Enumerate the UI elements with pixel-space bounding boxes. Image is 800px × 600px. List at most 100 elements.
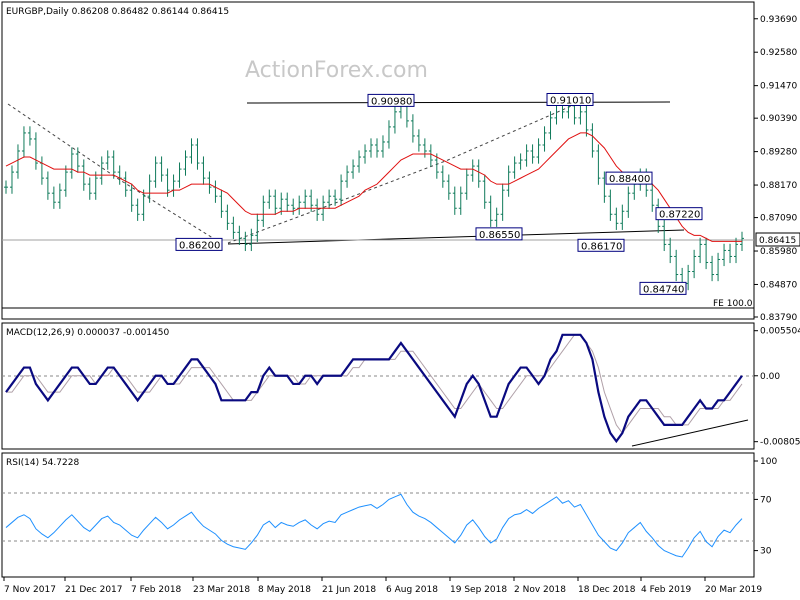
fe-label: FE 100.0 [713, 299, 753, 309]
svg-text:0.90980: 0.90980 [371, 96, 412, 107]
price-bar [380, 135, 385, 158]
price-level-label: 0.84740 [639, 281, 687, 295]
price-bar [129, 183, 134, 212]
price-level-label: 0.91010 [546, 92, 594, 106]
price-level-label: 0.86550 [475, 227, 523, 241]
rsi-y-tick-label: 70 [760, 495, 772, 505]
price-y-tick-label: 0.91470 [760, 82, 797, 92]
channel-dashed-line-1 [7, 103, 225, 246]
price-bar [416, 129, 421, 152]
price-bar [494, 207, 499, 227]
price-bar [33, 132, 38, 170]
price-bar [500, 183, 505, 221]
price-bar [165, 168, 170, 197]
price-bar [692, 249, 697, 279]
rsi-y-tick-label: 100 [760, 457, 777, 467]
price-bar [446, 174, 451, 200]
rsi-line [5, 493, 743, 558]
price-bar [584, 105, 589, 137]
svg-text:0.86200: 0.86200 [179, 240, 220, 251]
price-bar [183, 150, 188, 176]
macd-main-line [5, 333, 743, 444]
price-bar [219, 189, 224, 218]
support-line [227, 229, 685, 245]
price-bar [147, 174, 152, 203]
svg-text:0.84740: 0.84740 [643, 284, 684, 295]
price-bar [386, 120, 391, 149]
price-bar [512, 156, 517, 179]
macd-header: MACD(12,26,9) 0.000037 -0.001450 [6, 328, 169, 338]
price-bar [273, 189, 278, 215]
price-bar [4, 180, 8, 194]
price-bar [105, 150, 110, 170]
price-bar [9, 165, 14, 194]
price-bar [291, 198, 296, 215]
svg-text:0.87220: 0.87220 [659, 210, 700, 221]
x-tick-label: 20 Mar 2019 [705, 585, 762, 595]
price-bar [351, 159, 356, 179]
price-bar [27, 126, 32, 146]
price-y-tick-label: 0.89280 [760, 148, 797, 158]
macd-y-tick-label: 0.00 [760, 372, 780, 382]
price-bar [153, 156, 158, 188]
price-bar [614, 207, 619, 230]
price-bar [81, 159, 86, 191]
price-bar [177, 162, 182, 188]
current-price-tag [755, 232, 800, 247]
price-bar [464, 168, 469, 200]
price-y-tick-label: 0.93690 [760, 15, 797, 25]
price-bar [195, 138, 200, 170]
price-bar [237, 225, 242, 246]
price-bar [261, 195, 266, 227]
price-bar [267, 189, 272, 209]
price-bar [476, 159, 481, 188]
price-bar [93, 171, 98, 200]
price-bar [243, 231, 248, 252]
price-bar [710, 255, 715, 282]
price-y-tick-label: 0.92580 [760, 48, 797, 58]
price-bar [69, 147, 74, 179]
macd-panel [1, 322, 755, 450]
price-bar [99, 156, 104, 185]
price-bar [339, 174, 344, 206]
price-bar [63, 165, 68, 197]
x-tick-label: 21 Jun 2018 [322, 585, 376, 595]
price-bar [201, 156, 206, 185]
price-bar [303, 189, 308, 209]
x-tick-label: 18 Dec 2018 [578, 585, 636, 595]
price-bar [458, 186, 463, 215]
price-bar [428, 144, 433, 167]
x-tick-label: 7 Feb 2018 [131, 585, 182, 595]
price-bar [530, 144, 535, 164]
price-bar [608, 189, 613, 221]
price-bar [596, 144, 601, 185]
price-level-label: 0.90980 [367, 93, 415, 107]
price-bar [626, 186, 631, 218]
price-bar [369, 138, 374, 158]
price-bar [189, 138, 194, 164]
price-bar [728, 243, 733, 264]
price-bar [524, 144, 529, 167]
price-level-label: 0.86170 [577, 238, 625, 252]
price-bar [536, 138, 541, 164]
price-y-tick-label: 0.85980 [760, 247, 797, 257]
x-tick-label: 21 Dec 2017 [65, 585, 123, 595]
price-bar [662, 219, 667, 252]
price-bar [111, 150, 116, 179]
price-bar [410, 114, 415, 143]
price-y-tick-label: 0.83790 [760, 313, 797, 323]
price-y-tick-label: 0.90390 [760, 114, 797, 124]
price-bar [135, 198, 140, 221]
svg-text:0.88400: 0.88400 [609, 174, 650, 185]
resistance-line [246, 101, 671, 104]
price-bar [716, 252, 721, 282]
price-bar [75, 147, 80, 173]
current-price-label: 0.86415 [759, 236, 796, 246]
macd-y-tick-label: -0.00805 [760, 438, 800, 448]
price-bar [51, 186, 56, 209]
price-bar [15, 144, 20, 179]
x-tick-label: 19 Sep 2018 [450, 585, 507, 595]
price-bar [45, 171, 50, 200]
price-bar [488, 195, 493, 227]
price-bar [255, 213, 260, 242]
